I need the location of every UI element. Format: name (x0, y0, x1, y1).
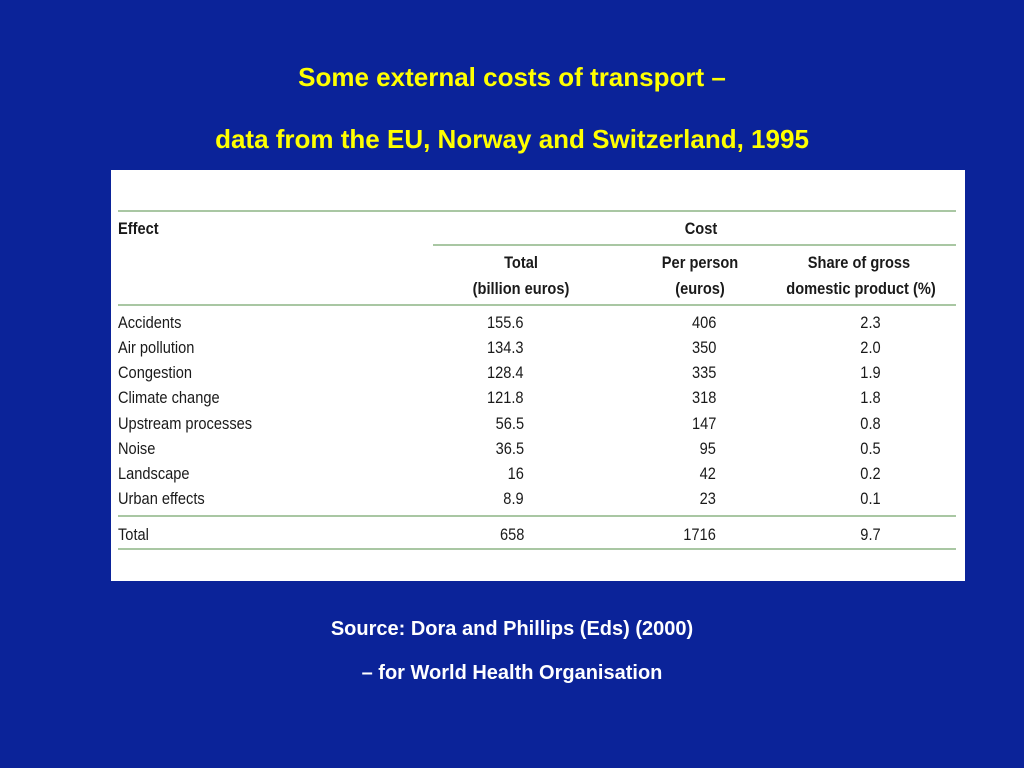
per-person-cell: 318 (691, 388, 716, 407)
total-cell: 121.8 (487, 388, 524, 407)
effect-cell: Upstream processes (118, 414, 253, 433)
per-person-cell: 42 (699, 464, 716, 483)
total-row-share: 9.7 (860, 525, 881, 544)
effect-cell: Noise (118, 439, 156, 458)
total-header-line-1: Total (504, 253, 538, 272)
share-cell: 0.2 (860, 464, 881, 483)
total-row-total: 658 (499, 525, 524, 544)
total-cell: 134.3 (487, 338, 524, 357)
total-cell: 8.9 (503, 489, 524, 508)
total-cell: 56.5 (495, 414, 524, 433)
per-person-cell: 147 (691, 414, 716, 433)
total-row-rule (118, 515, 956, 517)
column-header-rule (118, 304, 956, 306)
effect-cell: Accidents (118, 313, 182, 332)
slide-title-line-2: data from the EU, Norway and Switzerland… (215, 124, 809, 154)
share-cell: 1.9 (860, 363, 881, 382)
cost-header: Cost (684, 219, 718, 238)
per-person-cell: 335 (691, 363, 716, 382)
per-person-header-line-1: Per person (661, 253, 739, 272)
table-bottom-rule (118, 548, 956, 550)
table-top-rule (118, 210, 956, 212)
effect-cell: Landscape (118, 464, 190, 483)
source-line-1: Source: Dora and Phillips (Eds) (2000) (330, 618, 694, 640)
per-person-cell: 95 (699, 439, 716, 458)
effect-cell: Congestion (118, 363, 192, 382)
share-header-line-2: domestic product (%) (786, 279, 936, 298)
per-person-cell: 23 (699, 489, 716, 508)
source-line-2: – for World Health Organisation (361, 662, 663, 684)
effect-cell: Air pollution (118, 338, 195, 357)
total-row-label: Total (118, 525, 149, 544)
share-cell: 0.8 (860, 414, 881, 433)
total-cell: 155.6 (487, 313, 524, 332)
cost-table: Effect Cost Total (billion euros) Per pe… (111, 170, 965, 581)
share-cell: 2.3 (860, 313, 881, 332)
total-header-line-2: (billion euros) (472, 279, 570, 298)
per-person-cell: 406 (691, 313, 716, 332)
share-cell: 0.5 (860, 439, 881, 458)
total-cell: 128.4 (487, 363, 524, 382)
total-cell: 16 (507, 464, 524, 483)
share-cell: 1.8 (860, 388, 881, 407)
effect-header: Effect (118, 219, 159, 238)
cost-header-rule (433, 244, 956, 246)
share-cell: 0.1 (860, 489, 881, 508)
per-person-cell: 350 (691, 338, 716, 357)
effect-cell: Urban effects (118, 489, 205, 508)
share-cell: 2.0 (860, 338, 881, 357)
slide-title-line-1: Some external costs of transport – (298, 62, 726, 92)
effect-cell: Climate change (118, 388, 220, 407)
per-person-header-line-2: (euros) (675, 279, 725, 298)
total-row-per-person: 1716 (683, 525, 716, 544)
total-cell: 36.5 (495, 439, 524, 458)
share-header-line-1: Share of gross (807, 253, 911, 272)
